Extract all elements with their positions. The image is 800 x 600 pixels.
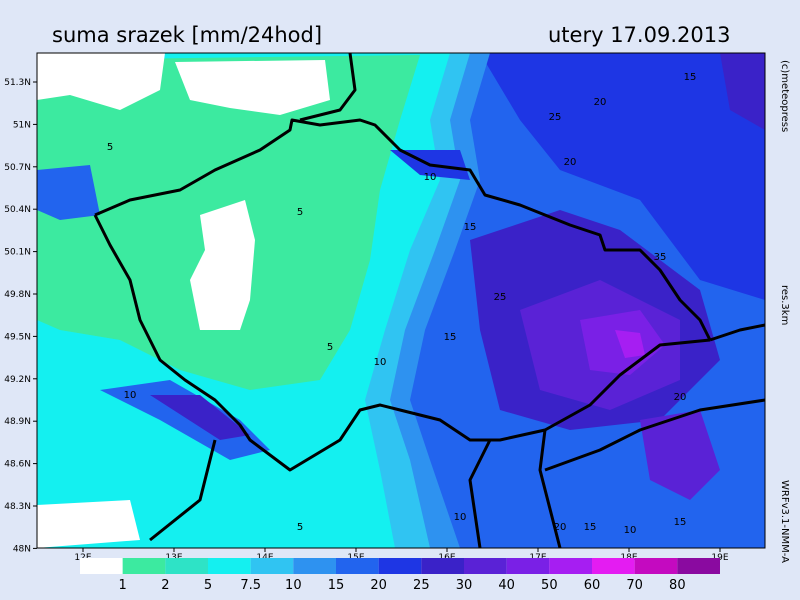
field-25 bbox=[480, 53, 765, 300]
contour-label: 15 bbox=[684, 72, 697, 83]
lat-label: 49.8N bbox=[4, 290, 31, 300]
field-30 bbox=[150, 395, 250, 440]
contour-label: 15 bbox=[444, 332, 457, 343]
precip-field bbox=[37, 53, 765, 548]
contour-label: 5 bbox=[297, 522, 303, 533]
lat-label: 50.1N bbox=[4, 248, 31, 258]
field-dry bbox=[190, 200, 255, 330]
legend-level: 80 bbox=[669, 578, 686, 593]
border bbox=[538, 429, 562, 548]
legend-level: 60 bbox=[584, 578, 601, 593]
contour-label: 35 bbox=[654, 252, 667, 263]
title: suma srazek [mm/24hod] bbox=[52, 23, 322, 47]
legend-level: 5 bbox=[204, 578, 212, 593]
legend-level: 1 bbox=[119, 578, 127, 593]
border bbox=[468, 439, 492, 548]
border bbox=[149, 439, 217, 542]
lat-label: 51.3N bbox=[4, 78, 31, 88]
legend-swatch bbox=[336, 558, 379, 574]
lat-label: 49.5N bbox=[4, 332, 31, 342]
legend-swatch bbox=[165, 558, 208, 574]
contour-label: 15 bbox=[674, 517, 687, 528]
field-60 bbox=[615, 330, 645, 358]
lat-label: 50.4N bbox=[4, 205, 31, 215]
legend-level: 25 bbox=[413, 578, 430, 593]
lon-label: 19E bbox=[711, 553, 728, 563]
borders bbox=[93, 53, 765, 548]
field-dry bbox=[37, 53, 165, 110]
legend-level: 50 bbox=[541, 578, 558, 593]
legend-level: 2 bbox=[161, 578, 169, 593]
contour-label: 20 bbox=[594, 97, 607, 108]
contour-label: 10 bbox=[624, 525, 637, 536]
contour-label: 20 bbox=[554, 522, 567, 533]
legend-swatch bbox=[293, 558, 336, 574]
legend-swatch bbox=[80, 558, 123, 574]
contour-label: 25 bbox=[549, 112, 562, 123]
contour-label: 20 bbox=[564, 157, 577, 168]
contour-label: 10 bbox=[374, 357, 387, 368]
contour-label: 15 bbox=[584, 522, 597, 533]
lat-label: 50.7N bbox=[4, 163, 31, 173]
border bbox=[299, 53, 357, 122]
contour-label: 5 bbox=[327, 342, 333, 353]
contour-label: 5 bbox=[297, 207, 303, 218]
legend-swatch bbox=[250, 558, 294, 574]
field-dry bbox=[175, 60, 330, 115]
side-label: res.3km bbox=[779, 285, 790, 325]
lat-label: 48N bbox=[13, 544, 31, 554]
legend-level: 7.5 bbox=[240, 578, 261, 593]
field-20 bbox=[37, 165, 100, 220]
legend-swatch bbox=[378, 558, 422, 574]
legend-swatch bbox=[506, 558, 550, 574]
side-label: (c)meteopress bbox=[779, 60, 790, 132]
border bbox=[94, 118, 712, 341]
contour-label: 10 bbox=[454, 512, 467, 523]
contour-label: 10 bbox=[124, 390, 137, 401]
legend-level: 20 bbox=[370, 578, 387, 593]
lat-label: 49.2N bbox=[4, 375, 31, 385]
contour-label: 5 bbox=[107, 142, 113, 153]
lat-label: 48.9N bbox=[4, 417, 31, 427]
legend-swatch bbox=[464, 558, 507, 574]
lat-label: 48.3N bbox=[4, 502, 31, 512]
legend-swatch bbox=[592, 558, 635, 574]
legend-swatch bbox=[122, 558, 166, 574]
legend-swatch bbox=[549, 558, 592, 574]
border bbox=[544, 398, 765, 472]
side-label: WRFv3.1-NMM-A bbox=[779, 480, 790, 563]
legend-swatch bbox=[421, 558, 464, 574]
legend-swatch bbox=[208, 558, 251, 574]
legend-level: 15 bbox=[328, 578, 345, 593]
legend-level: 30 bbox=[456, 578, 473, 593]
field-40 bbox=[640, 410, 720, 500]
border bbox=[709, 323, 765, 342]
contour-label: 20 bbox=[674, 392, 687, 403]
legend-swatch bbox=[634, 558, 678, 574]
legend-level: 10 bbox=[285, 578, 302, 593]
date: utery 17.09.2013 bbox=[548, 23, 730, 47]
legend-level: 70 bbox=[626, 578, 643, 593]
lat-label: 48.6N bbox=[4, 460, 31, 470]
field-dry bbox=[37, 500, 140, 548]
contour-label: 15 bbox=[464, 222, 477, 233]
contour-label: 25 bbox=[494, 292, 507, 303]
contour-label: 10 bbox=[424, 172, 437, 183]
border bbox=[93, 214, 711, 472]
field-30 bbox=[720, 53, 765, 130]
field-20 bbox=[100, 380, 270, 460]
legend-level: 40 bbox=[498, 578, 515, 593]
legend-swatch bbox=[677, 558, 720, 574]
map-frame bbox=[36, 52, 766, 549]
lat-label: 51N bbox=[13, 120, 31, 130]
